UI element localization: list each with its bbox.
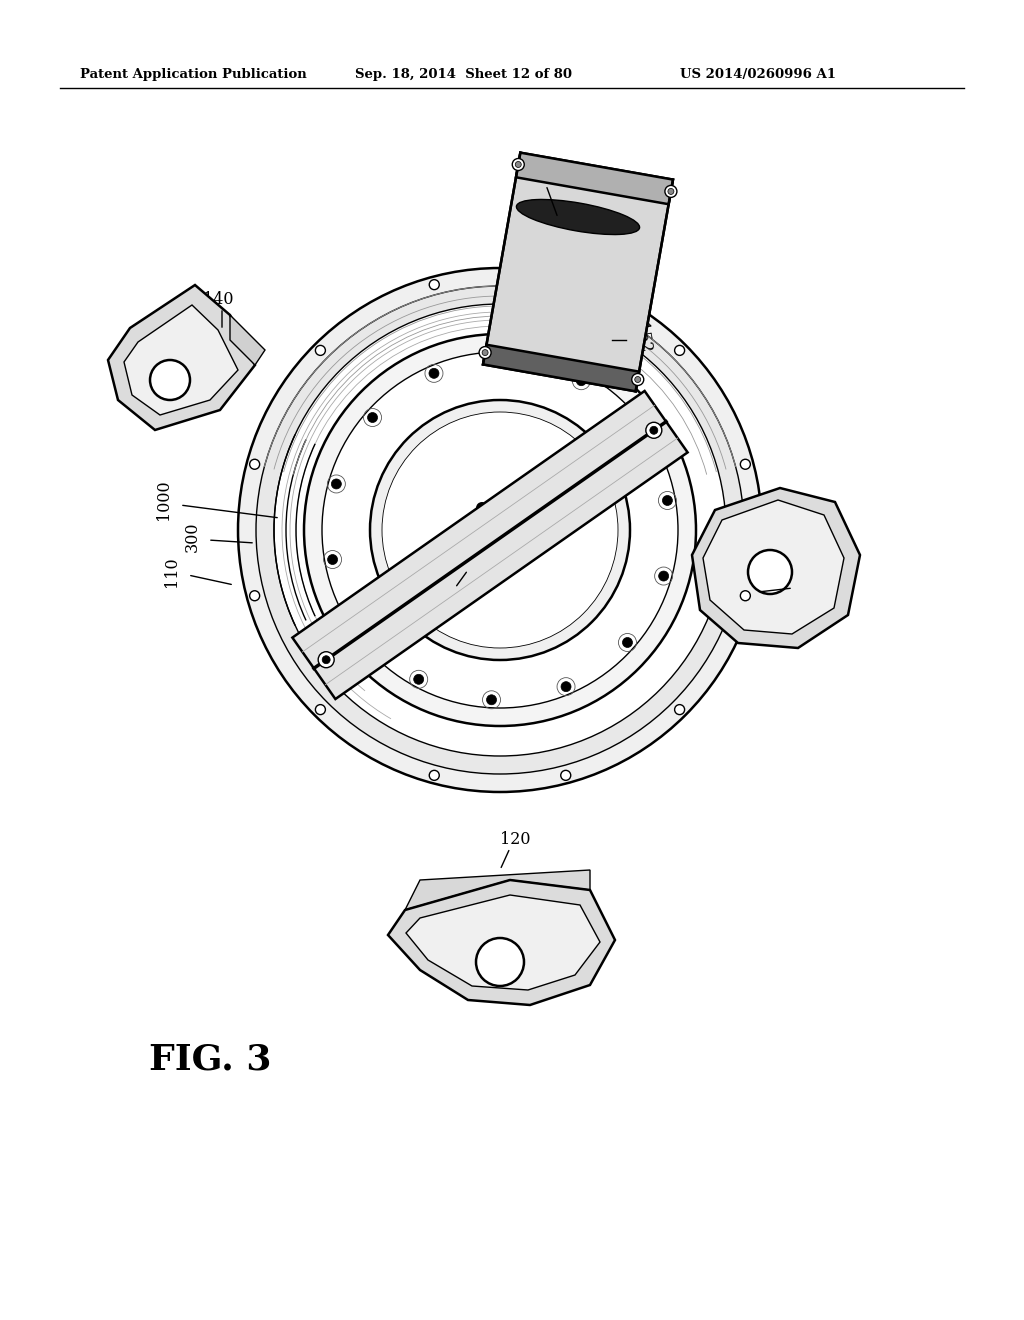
- Circle shape: [429, 771, 439, 780]
- Circle shape: [663, 495, 673, 506]
- Circle shape: [304, 334, 696, 726]
- Circle shape: [748, 550, 792, 594]
- Text: 120: 120: [500, 832, 530, 849]
- Text: 150: 150: [524, 169, 555, 186]
- Text: 117: 117: [425, 582, 456, 598]
- Polygon shape: [108, 285, 255, 430]
- Polygon shape: [692, 488, 860, 648]
- Circle shape: [512, 158, 524, 170]
- Circle shape: [632, 374, 644, 385]
- Polygon shape: [406, 895, 600, 990]
- Circle shape: [382, 412, 618, 648]
- Circle shape: [315, 346, 326, 355]
- Circle shape: [250, 591, 260, 601]
- Circle shape: [561, 771, 570, 780]
- Circle shape: [238, 268, 762, 792]
- Circle shape: [635, 376, 641, 383]
- Circle shape: [740, 591, 751, 601]
- Circle shape: [370, 400, 630, 660]
- Text: 300: 300: [183, 521, 201, 552]
- Circle shape: [357, 624, 367, 634]
- Circle shape: [516, 539, 528, 550]
- Text: 130: 130: [784, 577, 815, 594]
- Polygon shape: [406, 870, 590, 909]
- Circle shape: [322, 352, 678, 708]
- Circle shape: [492, 521, 508, 539]
- Circle shape: [250, 459, 260, 469]
- Text: Patent Application Publication: Patent Application Publication: [80, 69, 307, 81]
- Circle shape: [479, 347, 492, 359]
- Circle shape: [315, 705, 326, 714]
- Text: US 2014/0260996 A1: US 2014/0260996 A1: [680, 69, 836, 81]
- Circle shape: [476, 502, 488, 513]
- Circle shape: [414, 675, 424, 684]
- Text: 1000: 1000: [156, 479, 172, 520]
- Polygon shape: [483, 153, 673, 391]
- Polygon shape: [293, 391, 688, 700]
- Circle shape: [332, 479, 341, 488]
- Circle shape: [429, 280, 439, 289]
- Circle shape: [274, 304, 726, 756]
- Circle shape: [561, 681, 571, 692]
- Text: FIG. 3: FIG. 3: [148, 1043, 271, 1077]
- Circle shape: [668, 189, 674, 194]
- Polygon shape: [516, 153, 673, 205]
- Circle shape: [504, 355, 513, 366]
- Circle shape: [675, 346, 685, 355]
- Circle shape: [577, 376, 587, 385]
- Circle shape: [740, 459, 751, 469]
- Ellipse shape: [516, 199, 640, 235]
- Text: 110: 110: [164, 557, 180, 587]
- Polygon shape: [703, 500, 844, 634]
- Polygon shape: [483, 345, 639, 391]
- Circle shape: [323, 656, 330, 664]
- Circle shape: [328, 554, 338, 565]
- Circle shape: [561, 280, 570, 289]
- Circle shape: [476, 939, 524, 986]
- Text: Sep. 18, 2014  Sheet 12 of 80: Sep. 18, 2014 Sheet 12 of 80: [355, 69, 572, 81]
- Text: 152: 152: [631, 322, 653, 355]
- Circle shape: [318, 652, 334, 668]
- Polygon shape: [230, 315, 265, 366]
- Circle shape: [633, 426, 643, 436]
- Circle shape: [429, 368, 439, 379]
- Circle shape: [623, 638, 633, 648]
- Circle shape: [658, 572, 669, 581]
- Polygon shape: [124, 305, 238, 414]
- Circle shape: [675, 705, 685, 714]
- Polygon shape: [388, 880, 615, 1005]
- Circle shape: [665, 185, 677, 198]
- Circle shape: [150, 360, 190, 400]
- Circle shape: [515, 161, 521, 168]
- Circle shape: [368, 413, 378, 422]
- Circle shape: [486, 694, 497, 705]
- Circle shape: [650, 426, 657, 434]
- Circle shape: [646, 422, 662, 438]
- Circle shape: [482, 350, 488, 355]
- Circle shape: [256, 286, 744, 774]
- Text: 140: 140: [203, 292, 233, 309]
